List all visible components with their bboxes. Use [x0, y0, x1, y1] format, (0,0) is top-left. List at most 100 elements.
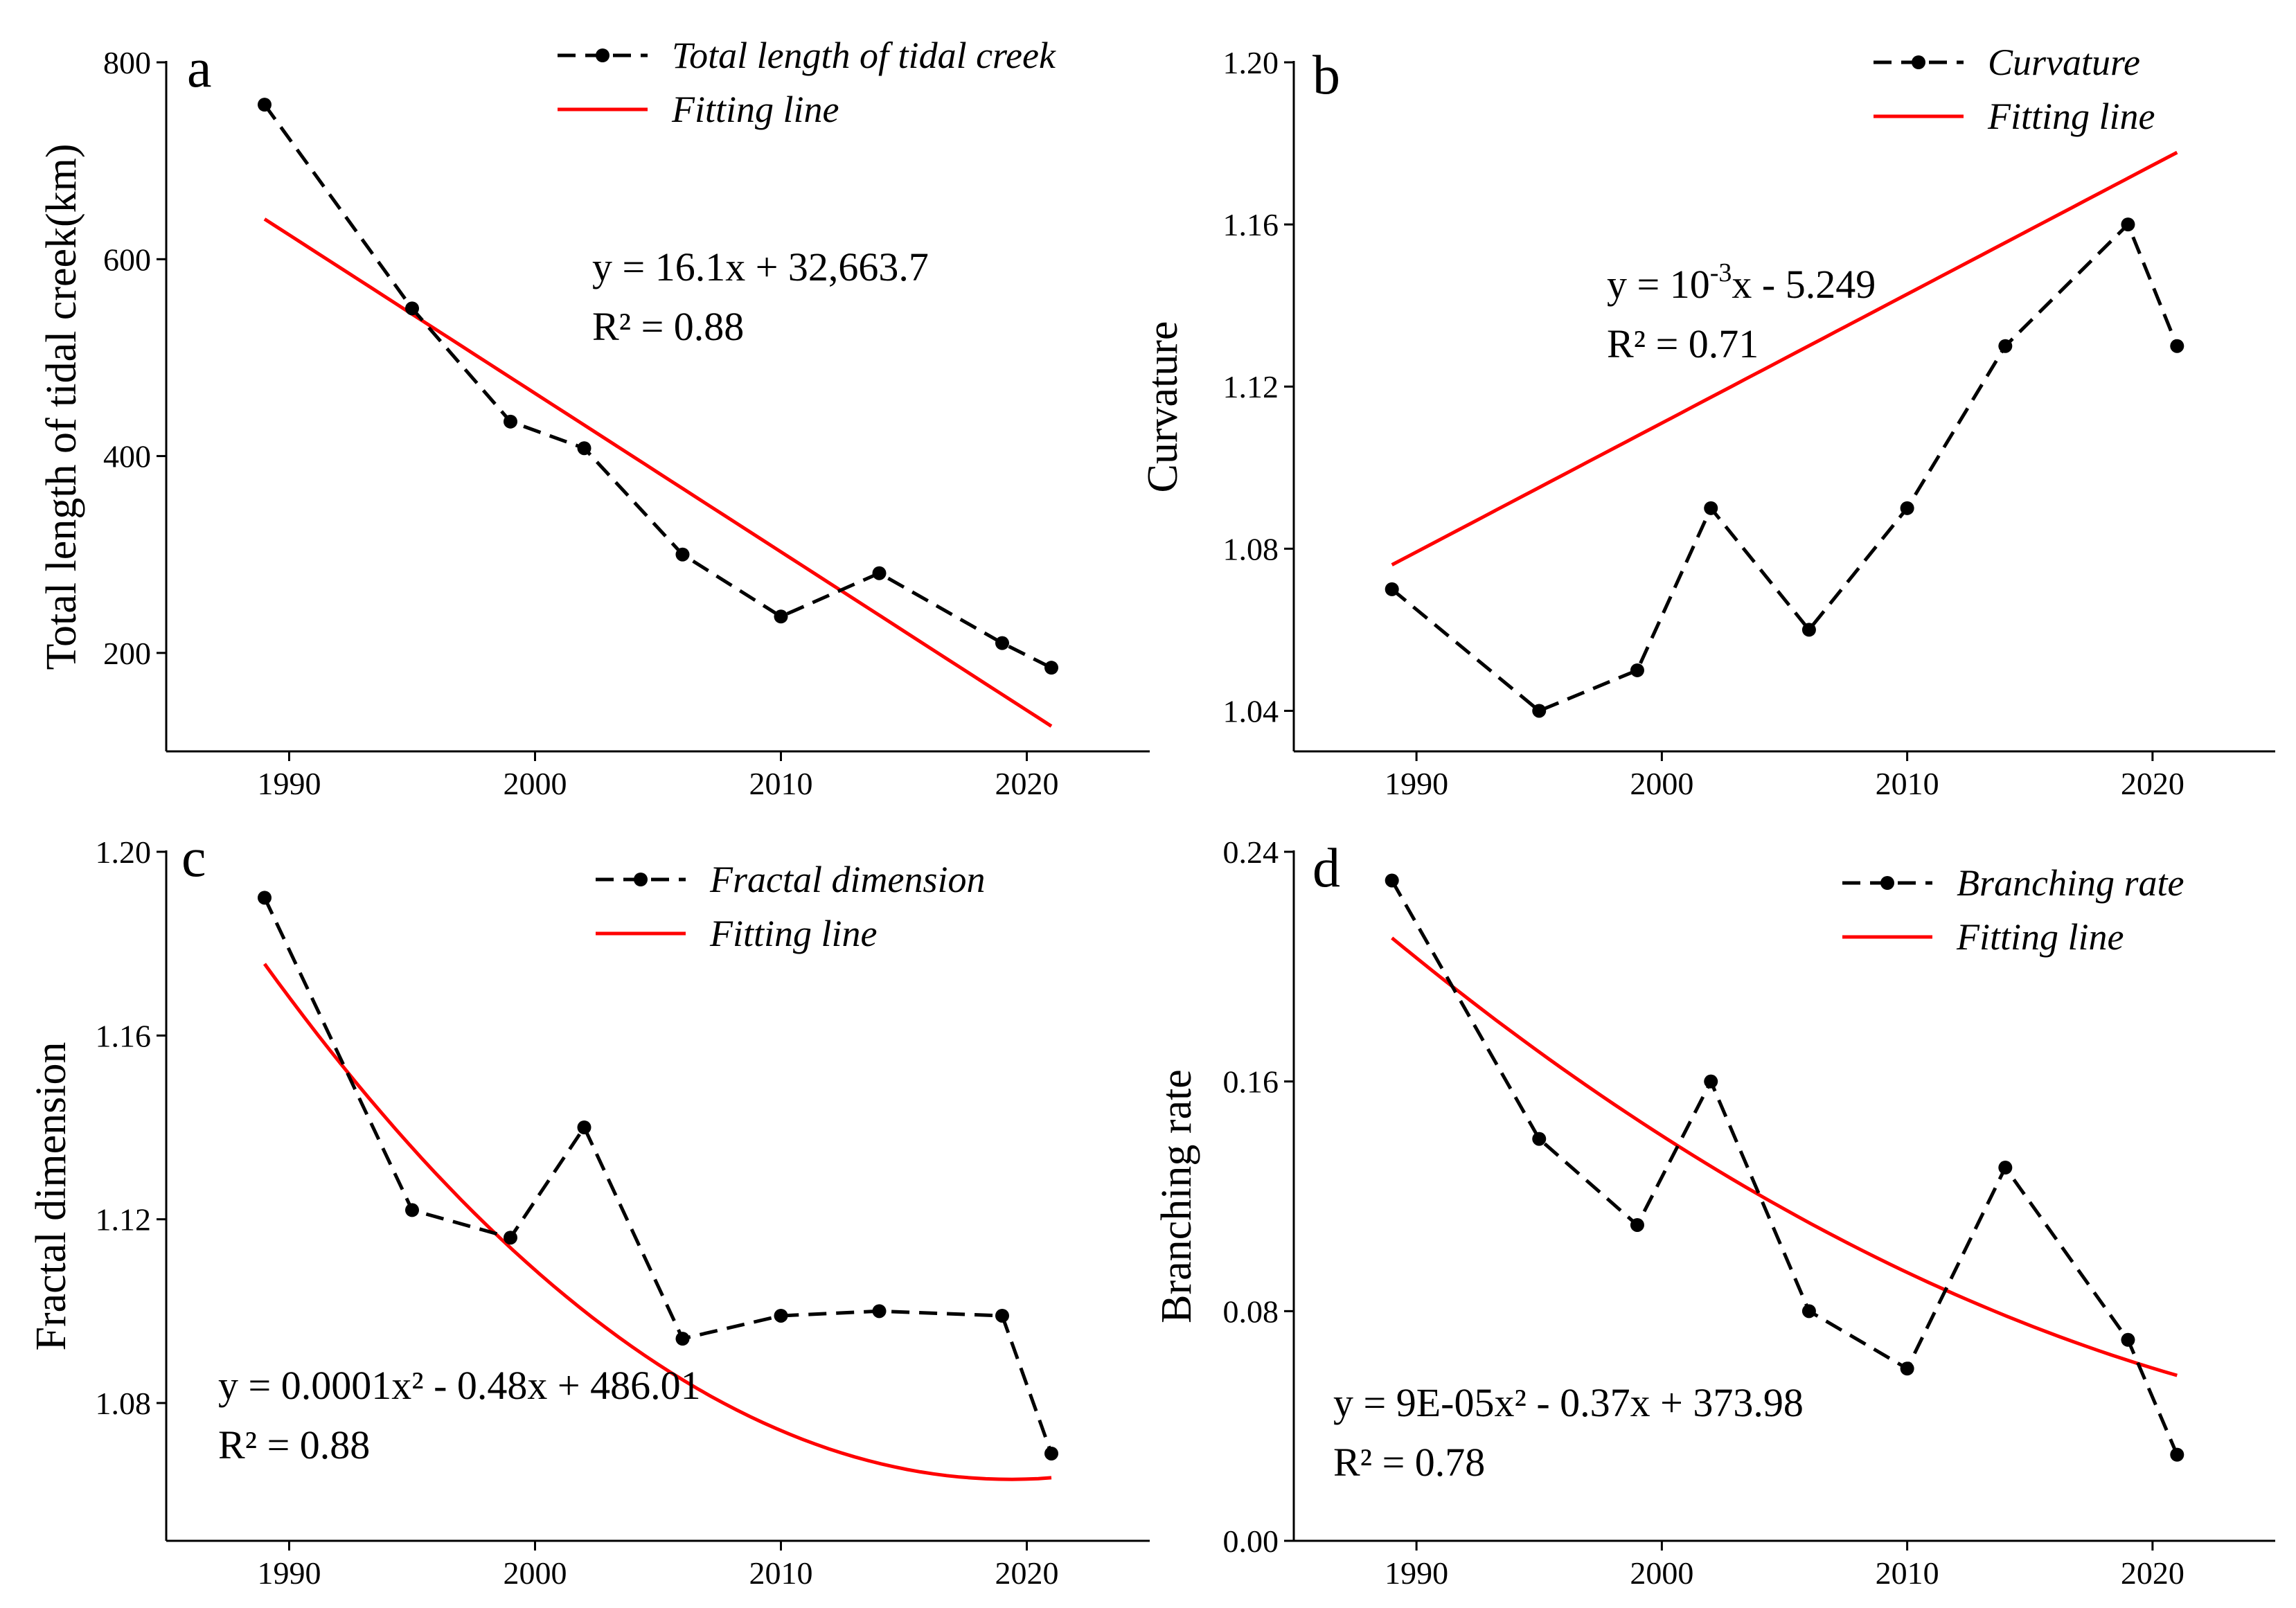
panel-letter: c [181, 828, 206, 888]
data-point [1704, 1074, 1718, 1089]
data-point [1704, 501, 1718, 515]
x-tick-label: 2020 [995, 1555, 1059, 1591]
x-tick-label: 2020 [995, 766, 1059, 801]
y-tick-label: 1.16 [1223, 207, 1279, 242]
y-axis-title: Branching rate [1153, 1069, 1200, 1323]
y-tick-label: 1.04 [1223, 693, 1279, 729]
y-tick-label: 0.24 [1223, 834, 1279, 870]
x-tick-label: 2010 [749, 1555, 813, 1591]
legend-label: Total length of tidal creek [672, 35, 1056, 76]
data-point [1532, 704, 1547, 718]
panel-letter: a [187, 38, 212, 99]
data-point [675, 547, 690, 562]
r-squared: R² = 0.71 [1607, 321, 1759, 366]
panel-b: 1.04 1.08 1.12 1.16 1.20 1990 2000 2010 2020 Curv… [1139, 42, 2275, 801]
data-point [995, 636, 1009, 650]
data-point [1385, 582, 1399, 596]
data-point [504, 1231, 517, 1245]
y-tick-label: 1.20 [1223, 45, 1279, 80]
panel-d: 0.00 0.08 0.16 0.24 1990 2000 2010 2020 Branchin… [1153, 834, 2275, 1591]
y-tick-label: 1.08 [1223, 531, 1279, 566]
data-point [2121, 1332, 2135, 1347]
y-tick-label: 800 [103, 45, 151, 80]
legend-marker [1912, 55, 1925, 69]
data-point [872, 566, 887, 580]
equation-exponent: -3 [1710, 258, 1732, 287]
data-point [1532, 1132, 1547, 1146]
x-tick-label: 2020 [2121, 766, 2184, 801]
data-point [1900, 501, 1914, 515]
fit-equation: y = 0.0001x² - 0.48x + 486.01 [218, 1363, 701, 1408]
r-squared: R² = 0.88 [218, 1422, 370, 1467]
data-point [1044, 661, 1058, 675]
panel-letter: b [1312, 45, 1340, 106]
data-point [1630, 663, 1644, 677]
data-point [2170, 1447, 2184, 1462]
data-point [1044, 1446, 1058, 1460]
x-tick-label: 1990 [1385, 766, 1448, 801]
legend-label: Fitting line [671, 89, 839, 130]
x-tick-label: 2020 [2121, 1555, 2184, 1591]
data-point [1630, 1217, 1644, 1232]
fitting-line [1391, 936, 2178, 1377]
fit-equation: y = 16.1x + 32,663.7 [592, 244, 929, 289]
legend-label: Fitting line [709, 913, 877, 954]
legend-label: Curvature [1988, 42, 2140, 83]
y-tick-label: 1.08 [96, 1386, 152, 1421]
fitting-line [263, 217, 1053, 728]
data-point [2170, 339, 2184, 353]
legend-label: Branching rate [1957, 862, 2184, 904]
data-point [872, 1304, 887, 1319]
r-squared: R² = 0.78 [1333, 1440, 1485, 1485]
data-point [995, 1308, 1009, 1323]
legend-marker [1880, 876, 1894, 890]
data-point [1998, 339, 2013, 353]
fit-equation: y = 10-3x - 5.249 [1607, 258, 1876, 307]
data-point [2121, 217, 2135, 232]
y-tick-label: 1.12 [1223, 369, 1279, 404]
panel-letter: d [1312, 838, 1340, 899]
x-tick-label: 2000 [504, 1555, 567, 1591]
y-axis-title: Curvature [1139, 321, 1186, 493]
x-tick-label: 2010 [749, 766, 813, 801]
y-tick-label: 1.20 [96, 834, 152, 870]
y-tick-label: 200 [103, 636, 151, 671]
equation-part: x - 5.249 [1732, 262, 1876, 307]
panel-c: 1.08 1.12 1.16 1.20 1990 2000 2010 2020 Fractal … [28, 828, 1150, 1591]
r-squared: R² = 0.88 [592, 304, 744, 349]
data-point [1801, 1304, 1816, 1319]
panel-a: 200 400 600 800 1990 2000 2010 2020 Total length… [38, 35, 1150, 801]
x-tick-label: 2000 [504, 766, 567, 801]
y-tick-label: 0.00 [1223, 1524, 1279, 1559]
y-axis-title: Fractal dimension [28, 1042, 75, 1351]
legend: Fractal dimension Fitting line [596, 859, 985, 954]
legend-label: Fractal dimension [709, 859, 985, 900]
x-tick-label: 2010 [1876, 1555, 1939, 1591]
fit-equation: y = 9E-05x² - 0.37x + 373.98 [1333, 1380, 1804, 1425]
legend: Curvature Fitting line [1874, 42, 2155, 137]
legend-marker [634, 873, 648, 886]
equation-part: y = 10 [1607, 262, 1710, 307]
x-tick-label: 2000 [1630, 766, 1693, 801]
x-tick-label: 2010 [1876, 766, 1939, 801]
legend-marker [596, 48, 609, 62]
y-tick-label: 0.08 [1223, 1294, 1279, 1329]
y-axis-title: Total length of tidal creek(km) [38, 143, 85, 670]
data-point [258, 891, 272, 905]
x-tick-label: 1990 [258, 766, 321, 801]
data-point [577, 441, 591, 456]
y-tick-label: 1.16 [96, 1018, 152, 1053]
data-point [1801, 623, 1816, 637]
data-point [675, 1332, 690, 1346]
fitting-line [262, 963, 1052, 1481]
legend: Branching rate Fitting line [1842, 862, 2184, 958]
data-point [405, 1203, 419, 1217]
data-point [774, 1308, 788, 1323]
y-tick-label: 1.12 [96, 1202, 152, 1238]
x-tick-label: 1990 [1385, 1555, 1448, 1591]
legend-label: Fitting line [1987, 96, 2155, 137]
x-tick-label: 2000 [1630, 1555, 1693, 1591]
legend: Total length of tidal creek Fitting line [558, 35, 1056, 130]
data-point [504, 414, 517, 429]
